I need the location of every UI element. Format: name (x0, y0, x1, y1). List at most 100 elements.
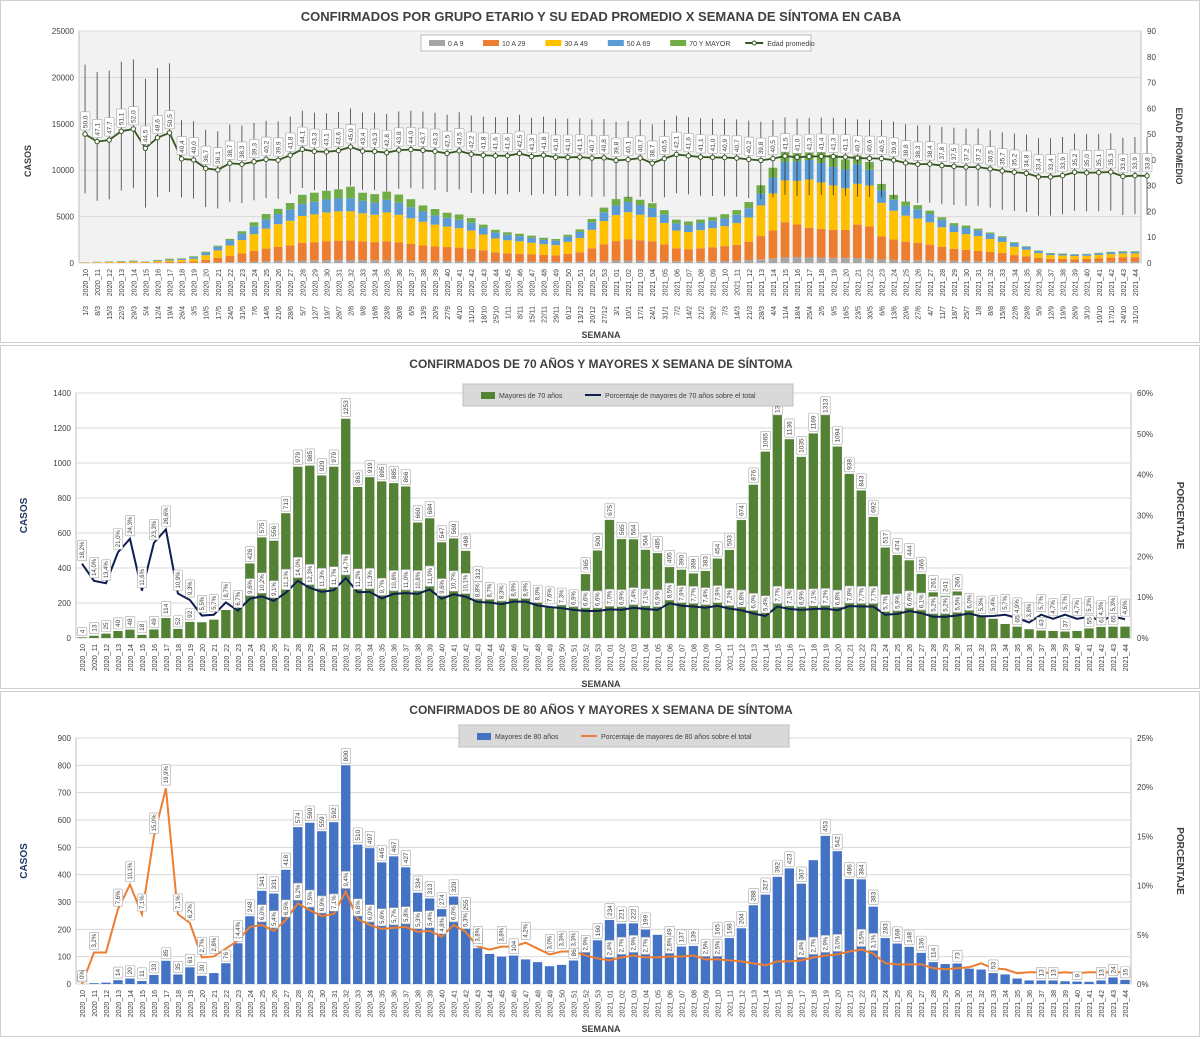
pct-value-label: 6,8% (835, 591, 841, 605)
bar-mayores (1108, 626, 1118, 638)
bar-mayores (916, 952, 926, 984)
pct-value-label-bg (185, 579, 195, 598)
bar-10-a-29 (768, 230, 778, 259)
pct-value-label-box: 6,9% (796, 589, 807, 608)
bar-mayores (1060, 981, 1070, 984)
bar-30-a-49 (575, 237, 585, 253)
edad-label-bg (599, 135, 610, 155)
bar-0-a-9 (937, 260, 947, 263)
bar-value-label-box: 76 (220, 949, 232, 962)
bar-70-y-mayor (949, 223, 959, 226)
x-tick-label: 2020_26 (272, 990, 279, 1017)
legend: Mayores de 70 años Porcentaje de mayores … (462, 383, 794, 407)
pct-value-label-bg (245, 578, 255, 597)
legend-swatch (429, 40, 445, 46)
bar-value-label-box: 283 (880, 921, 891, 937)
y-tick-label: 1200 (53, 424, 71, 433)
bar-value-label-box: 168 (724, 921, 735, 937)
bar-30-a-49 (708, 228, 717, 248)
x-tick-label: 2021_03 (638, 269, 645, 296)
bar-mayores (233, 943, 243, 984)
point-edad-promedio (975, 164, 981, 170)
bar-mayores (161, 960, 171, 984)
x-date-label: 9/8 (361, 306, 368, 316)
bar-10-a-29 (865, 226, 874, 259)
pct-value-label-box: 7,2% (820, 588, 831, 606)
y-tick-label: 600 (58, 816, 72, 825)
point-edad-promedio (239, 161, 245, 167)
point-edad-promedio (492, 153, 499, 159)
x-tick-label: 2020_42 (469, 269, 476, 296)
edad-label-box: 37,5 (949, 143, 960, 163)
bar-30-a-49 (925, 222, 935, 245)
bar-mayores (389, 483, 399, 638)
bar-value-label-box: 565 (616, 522, 627, 538)
point-edad-promedio (384, 149, 390, 156)
bar-value-label-box: 454 (712, 541, 723, 557)
bar-value-label-bg (724, 532, 735, 549)
bar-0-a-9 (696, 261, 705, 263)
x-tick-label: 2021_40 (1075, 644, 1082, 671)
bar-0-a-9 (1106, 261, 1116, 263)
y2-tick-label: 60 (1147, 104, 1156, 113)
pct-value-label-box: 3,8% (1024, 601, 1035, 620)
bar-value-label-bg (460, 533, 471, 550)
pct-value-label-box: 3,1% (868, 932, 879, 951)
bar-30-a-49 (165, 260, 174, 262)
pct-value-label-bg (1084, 596, 1095, 615)
bar-50-a-69 (985, 233, 995, 239)
edad-label-bg (1009, 149, 1020, 169)
x-date-label: 27/9 (445, 306, 452, 320)
bar-70-y-mayor (454, 214, 464, 220)
bar-value-label: 168 (727, 923, 734, 934)
point-edad-promedio (661, 155, 668, 162)
bar-value-label: 53 (990, 961, 997, 969)
pct-value-label-box: 6,0% (257, 904, 267, 923)
bar-50-a-69 (889, 199, 898, 211)
bar-30-a-49 (346, 211, 355, 241)
bar-mayores (772, 876, 783, 984)
bar-10-a-29 (1046, 258, 1055, 263)
bar-0-a-9 (684, 261, 693, 263)
pct-value-label: 5,4% (991, 597, 997, 611)
bar-mayores (808, 860, 818, 984)
bar-50-a-69 (261, 219, 271, 229)
edad-label-bg (1118, 153, 1129, 173)
bar-0-a-9 (611, 260, 621, 263)
bar-30-a-49 (189, 258, 198, 262)
point-edad-promedio (82, 131, 88, 137)
bar-value-label-bg (928, 575, 939, 591)
bar-70-y-mayor (334, 189, 343, 199)
chart-mayores-70: CONFIRMADOS DE 70 AÑOS Y MAYORES X SEMAN… (19, 356, 1185, 688)
pct-value-label: 6,0% (452, 906, 458, 920)
pct-value-label-bg (113, 888, 123, 907)
edad-label: 41,1 (843, 138, 850, 151)
x-tick-label: 2020_47 (524, 990, 531, 1017)
bar-50-a-69 (1094, 253, 1104, 255)
bar-mayores (964, 968, 974, 984)
pct-value-label: 9,4% (344, 872, 350, 886)
pct-value-label-bg (449, 904, 459, 923)
bar-mayores (496, 956, 507, 984)
pct-value-label: 4,4% (236, 921, 242, 935)
pct-value-label-bg (329, 893, 339, 912)
bar-50-a-69 (635, 205, 645, 215)
x-date-label: 31/5 (240, 306, 247, 320)
bar-value-label: 261 (930, 577, 937, 588)
x-date-label: 5/7 (300, 306, 307, 316)
bar-mayores (1084, 628, 1094, 638)
pct-value-label-bg (113, 528, 123, 550)
edad-label: 41,0 (794, 138, 801, 151)
pct-value-label: 7,8% (847, 587, 853, 601)
bar-mayores (556, 601, 567, 638)
bar-value-label-bg (400, 850, 411, 866)
bar-mayores (125, 978, 135, 984)
bar-value-label: 65 (1014, 615, 1021, 623)
x-date-label: 19/7 (324, 306, 331, 320)
bar-70-y-mayor (575, 229, 585, 232)
x-tick-label: 2020_22 (224, 644, 231, 671)
edad-label: 48,6 (155, 119, 162, 132)
bar-value-label: 1065 (763, 433, 770, 448)
edad-label-box: 42,1 (671, 131, 682, 151)
bar-50-a-69 (237, 233, 247, 241)
